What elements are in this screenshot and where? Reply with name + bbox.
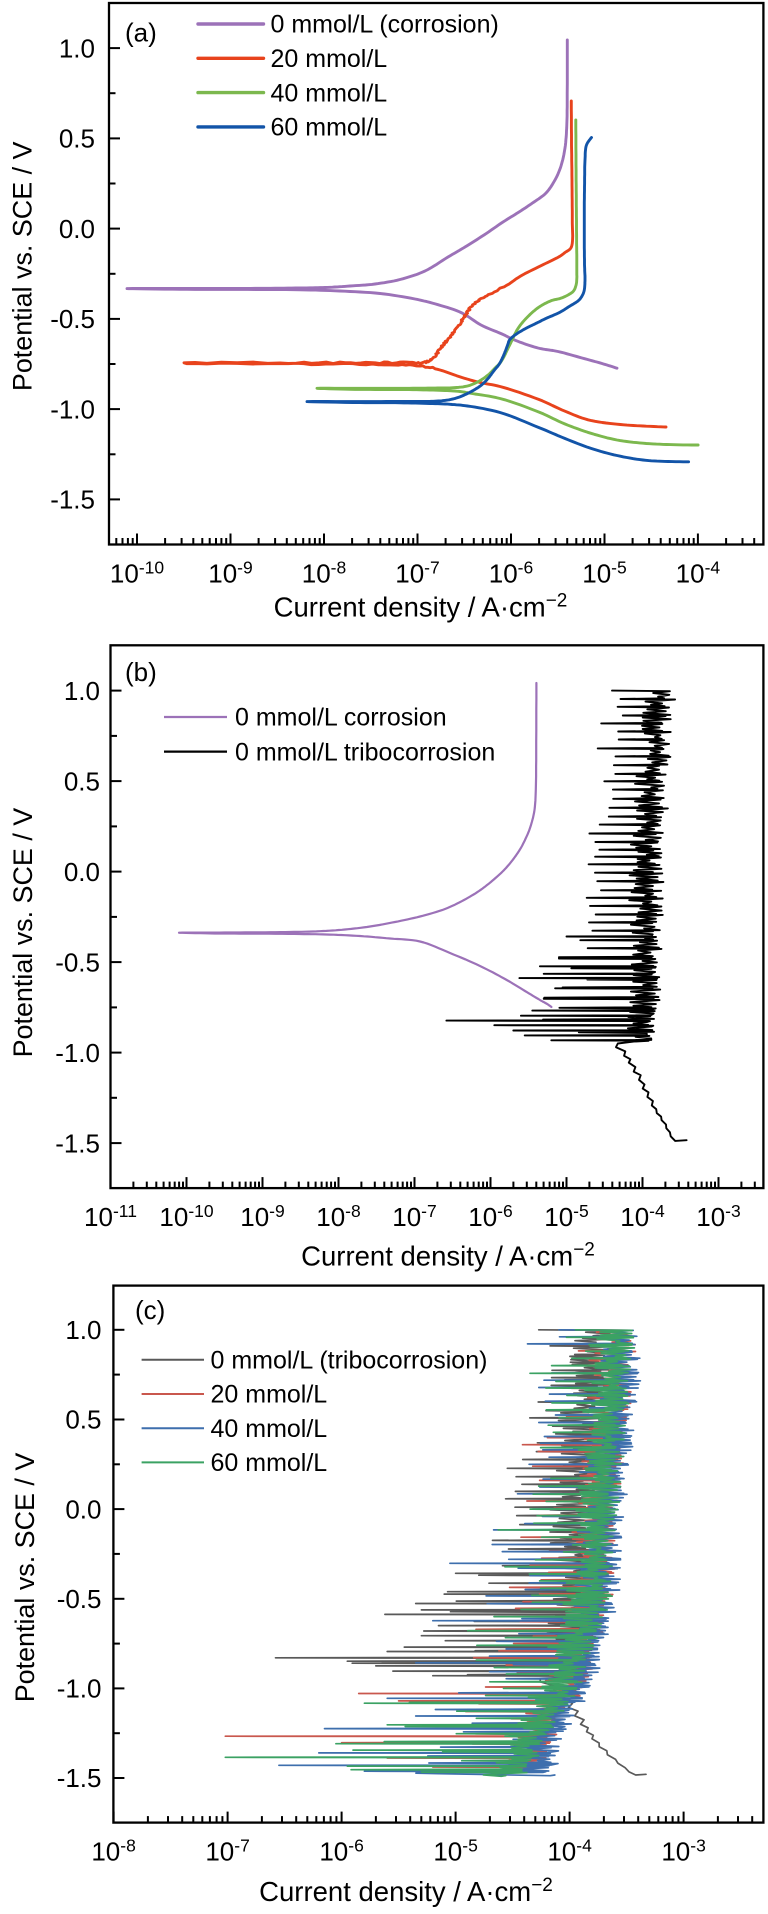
svg-text:Potential vs. SCE / V: Potential vs. SCE / V <box>8 808 38 1058</box>
svg-text:-0.5: -0.5 <box>50 304 95 334</box>
svg-text:10-8: 10-8 <box>316 1201 360 1232</box>
svg-text:-0.5: -0.5 <box>55 947 100 977</box>
svg-text:0.5: 0.5 <box>65 1405 101 1435</box>
svg-text:-1.0: -1.0 <box>50 394 95 424</box>
svg-text:Potential vs. SCE / V: Potential vs. SCE / V <box>10 1453 40 1703</box>
svg-text:10-10: 10-10 <box>110 558 164 589</box>
svg-text:0 mmol/L (tribocorrosion): 0 mmol/L (tribocorrosion) <box>211 1347 488 1375</box>
svg-text:-1.0: -1.0 <box>55 1038 100 1068</box>
svg-text:60 mmol/L: 60 mmol/L <box>211 1449 328 1477</box>
svg-text:10-6: 10-6 <box>489 558 533 589</box>
svg-text:1.0: 1.0 <box>64 676 100 706</box>
svg-text:0.0: 0.0 <box>59 214 95 244</box>
svg-text:10-4: 10-4 <box>676 558 721 589</box>
svg-text:0.0: 0.0 <box>64 857 100 887</box>
svg-text:-1.5: -1.5 <box>55 1128 100 1158</box>
svg-text:0 mmol/L (corrosion): 0 mmol/L (corrosion) <box>271 11 499 39</box>
svg-text:0.5: 0.5 <box>59 124 95 154</box>
svg-text:60 mmol/L: 60 mmol/L <box>271 114 388 142</box>
svg-text:1.0: 1.0 <box>65 1315 101 1345</box>
svg-text:0 mmol/L tribocorrosion: 0 mmol/L tribocorrosion <box>235 738 495 766</box>
svg-text:-0.5: -0.5 <box>57 1584 102 1614</box>
svg-text:10-6: 10-6 <box>319 1836 363 1867</box>
svg-text:0.5: 0.5 <box>64 766 100 796</box>
svg-text:20 mmol/L: 20 mmol/L <box>211 1381 328 1409</box>
svg-text:-1.5: -1.5 <box>57 1763 102 1793</box>
svg-text:-1.5: -1.5 <box>50 485 95 515</box>
svg-text:Current density / A·cm−2: Current density / A·cm−2 <box>274 590 568 622</box>
svg-text:0.0: 0.0 <box>65 1494 101 1524</box>
svg-text:-1.0: -1.0 <box>57 1674 102 1704</box>
svg-text:Current density / A·cm−2: Current density / A·cm−2 <box>301 1239 595 1271</box>
svg-text:20 mmol/L: 20 mmol/L <box>271 45 388 73</box>
svg-text:0 mmol/L corrosion: 0 mmol/L corrosion <box>235 704 447 732</box>
svg-text:40 mmol/L: 40 mmol/L <box>211 1415 328 1443</box>
svg-text:40 mmol/L: 40 mmol/L <box>271 79 388 107</box>
svg-text:1.0: 1.0 <box>59 33 95 63</box>
svg-text:10-3: 10-3 <box>661 1836 705 1867</box>
svg-text:(a): (a) <box>125 18 157 48</box>
svg-text:(c): (c) <box>135 1295 165 1325</box>
svg-text:(b): (b) <box>125 657 157 687</box>
svg-text:Potential vs. SCE / V: Potential vs. SCE / V <box>8 141 38 391</box>
svg-text:Current density / A·cm−2: Current density / A·cm−2 <box>259 1875 553 1907</box>
